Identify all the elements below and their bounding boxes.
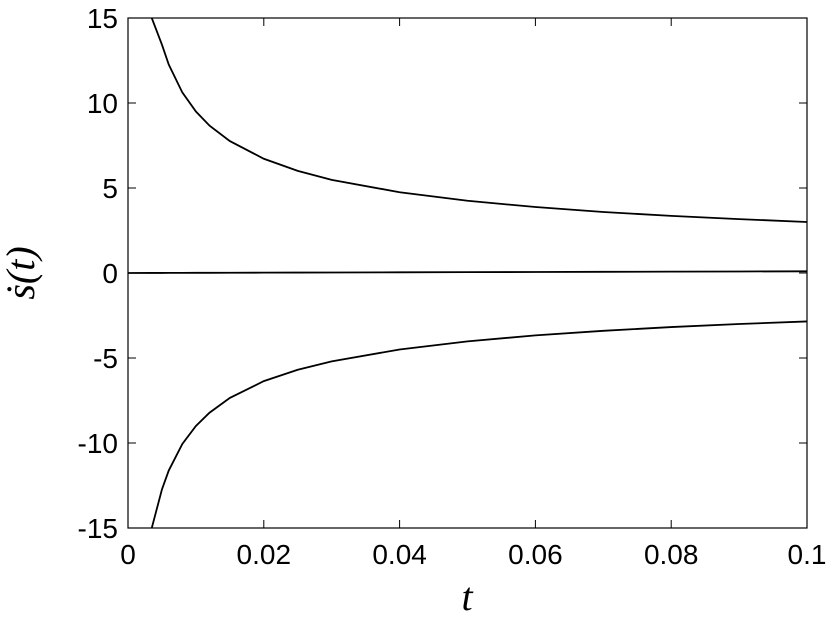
x-axis-label: t bbox=[461, 574, 473, 619]
x-tick-label: 0.08 bbox=[644, 539, 699, 570]
y-tick-label: 0 bbox=[102, 258, 118, 289]
y-axis-label: ṡ(t) bbox=[0, 246, 43, 299]
line bbox=[128, 270, 807, 274]
y-tick-label: 5 bbox=[102, 173, 118, 204]
y-tick-label: -10 bbox=[78, 428, 118, 459]
x-tick-label: 0.1 bbox=[788, 539, 827, 570]
x-tick-label: 0 bbox=[120, 539, 136, 570]
y-tick-label: -5 bbox=[93, 343, 118, 374]
x-tick-label: 0.06 bbox=[508, 539, 563, 570]
x-tick-label: 0.04 bbox=[372, 539, 427, 570]
x-tick-label: 0.02 bbox=[237, 539, 292, 570]
line bbox=[150, 18, 807, 223]
y-tick-label: 15 bbox=[87, 3, 118, 34]
line bbox=[150, 320, 807, 528]
y-tick-label: 10 bbox=[87, 88, 118, 119]
y-tick-label: -15 bbox=[78, 513, 118, 544]
